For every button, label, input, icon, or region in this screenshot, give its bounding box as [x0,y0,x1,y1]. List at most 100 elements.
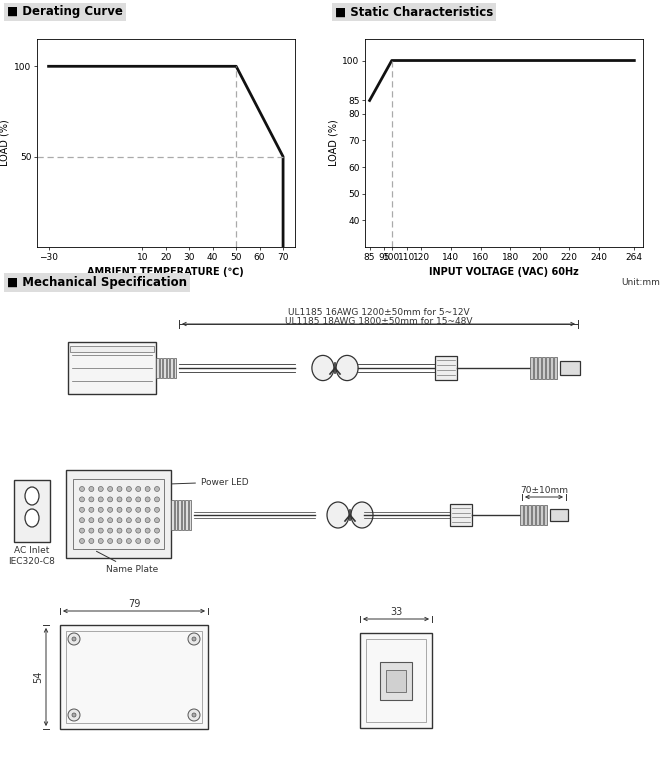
Ellipse shape [25,487,39,505]
Bar [524,505,527,525]
Circle shape [136,497,141,502]
Circle shape [117,517,122,523]
Circle shape [98,507,103,512]
Text: 79: 79 [128,599,140,609]
Circle shape [136,487,141,492]
Ellipse shape [25,509,39,527]
Circle shape [145,507,150,512]
Text: UL1185 18AWG 1800±50mm for 15~48V: UL1185 18AWG 1800±50mm for 15~48V [285,317,472,325]
Bar [380,662,412,699]
Circle shape [80,528,84,533]
Bar [530,357,533,379]
Circle shape [145,539,150,543]
Circle shape [117,507,122,512]
Ellipse shape [327,502,349,528]
Bar [538,357,541,379]
Text: UL1185 16AWG 1200±50mm for 5~12V: UL1185 16AWG 1200±50mm for 5~12V [287,307,469,317]
Text: 54: 54 [33,671,43,683]
Circle shape [117,528,122,533]
Circle shape [155,517,159,523]
Bar [386,670,406,691]
Circle shape [117,487,122,492]
Text: 33: 33 [390,607,402,617]
X-axis label: AMBIENT TEMPERATURE (℃): AMBIENT TEMPERATURE (℃) [88,267,244,277]
Circle shape [155,487,159,492]
Circle shape [117,497,122,502]
Circle shape [127,497,131,502]
Text: ■ Mechanical Specification: ■ Mechanical Specification [7,276,187,289]
Circle shape [89,517,94,523]
Circle shape [80,497,84,502]
Circle shape [192,637,196,641]
Ellipse shape [336,355,358,380]
Circle shape [68,633,80,645]
Bar [554,357,557,379]
Bar [560,361,580,375]
Bar [171,500,174,530]
Circle shape [145,497,150,502]
Bar [534,357,537,379]
Circle shape [98,539,103,543]
Circle shape [89,539,94,543]
Text: ■ Static Characteristics: ■ Static Characteristics [335,5,493,19]
Circle shape [72,637,76,641]
Bar [188,500,191,530]
Circle shape [127,507,131,512]
Circle shape [127,528,131,533]
Text: Unit:mm: Unit:mm [621,278,660,286]
Circle shape [80,539,84,543]
Bar [178,500,180,530]
Bar [532,505,535,525]
Circle shape [80,517,84,523]
Bar [68,342,156,394]
X-axis label: INPUT VOLTAGE (VAC) 60Hz: INPUT VOLTAGE (VAC) 60Hz [429,267,579,277]
Y-axis label: LOAD (%): LOAD (%) [0,120,10,166]
Text: 70±10mm: 70±10mm [520,485,568,495]
Circle shape [108,539,113,543]
Circle shape [145,487,150,492]
Circle shape [136,507,141,512]
Circle shape [108,497,113,502]
Bar [73,479,164,549]
Circle shape [108,528,113,533]
Bar [528,505,531,525]
Circle shape [192,713,196,717]
Circle shape [98,528,103,533]
Bar [60,625,208,729]
Bar [550,357,553,379]
Circle shape [155,539,159,543]
Bar [550,509,568,521]
Circle shape [98,487,103,492]
Bar [185,500,188,530]
Bar [170,358,172,378]
Circle shape [89,497,94,502]
Bar [70,346,154,352]
Bar [182,500,184,530]
Circle shape [136,539,141,543]
Bar [360,633,432,728]
Circle shape [108,517,113,523]
Bar [156,358,159,378]
Circle shape [127,539,131,543]
Circle shape [136,517,141,523]
Bar [174,500,177,530]
Bar [366,639,426,722]
Bar [66,470,171,558]
Bar [536,505,539,525]
Circle shape [89,507,94,512]
Circle shape [188,709,200,721]
Ellipse shape [351,502,373,528]
Bar [14,480,50,542]
Circle shape [89,487,94,492]
Circle shape [98,497,103,502]
Text: Name Plate: Name Plate [96,551,158,575]
Circle shape [145,517,150,523]
Bar [174,358,176,378]
Bar [520,505,523,525]
Bar [544,505,547,525]
Circle shape [145,528,150,533]
Text: Power LED: Power LED [172,477,249,487]
Circle shape [127,487,131,492]
Circle shape [68,709,80,721]
Text: ■ Derating Curve: ■ Derating Curve [7,5,123,19]
